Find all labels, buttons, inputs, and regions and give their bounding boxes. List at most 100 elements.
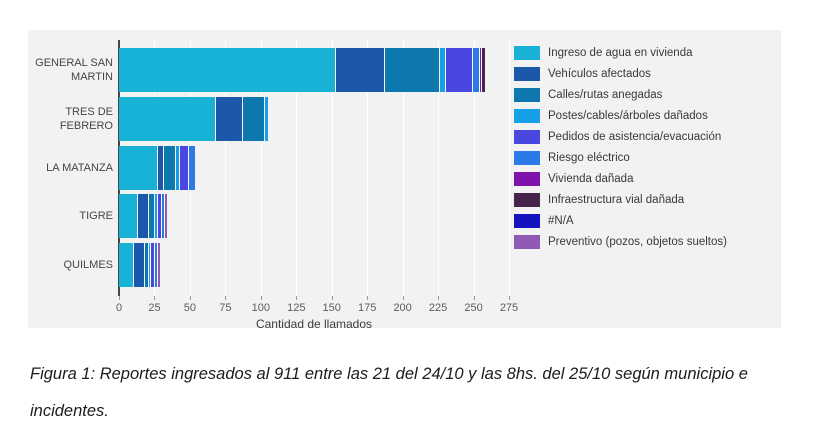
legend-label: Vehículos afectados (548, 67, 651, 80)
gridline (331, 40, 333, 296)
bar-segment[interactable] (164, 194, 168, 239)
legend-swatch-icon (514, 192, 540, 207)
stacked-bar (119, 145, 195, 190)
bar-segment[interactable] (335, 48, 385, 92)
gridline (402, 40, 404, 296)
bar-segment[interactable] (384, 48, 440, 92)
bar-segment[interactable] (145, 243, 149, 287)
legend-item: Infraestructura vial dañada (514, 189, 727, 210)
legend-swatch-icon (514, 108, 540, 123)
tick-mark (509, 296, 510, 300)
tick-label: 25 (148, 302, 161, 314)
legend-label: Preventivo (pozos, objetos sueltos) (548, 235, 727, 248)
stacked-bar (119, 194, 168, 239)
gridline (438, 40, 440, 296)
legend-swatch-icon (514, 66, 540, 81)
category-label: TIGRE (79, 210, 113, 223)
bar-segment[interactable] (242, 96, 266, 141)
stacked-bar (119, 48, 485, 92)
bar-segment[interactable] (158, 194, 163, 239)
bar-row: LA MATANZA (28, 145, 781, 190)
bar-segment[interactable] (148, 243, 152, 287)
bar-segment[interactable] (157, 243, 161, 287)
bar-segment[interactable] (163, 145, 176, 190)
bar-segment[interactable] (446, 48, 473, 92)
bar-row: GENERAL SAN MARTIN (28, 48, 781, 92)
legend-label: #N/A (548, 214, 574, 227)
x-axis-title: Cantidad de llamados (255, 317, 373, 331)
stacked-bar (119, 243, 161, 287)
tick-label: 125 (287, 302, 306, 314)
tick-mark (367, 296, 369, 300)
legend-item: Pedidos de asistencia/evacuación (514, 126, 727, 147)
legend-label: Calles/rutas anegadas (548, 88, 663, 101)
bar-segment[interactable] (119, 96, 217, 141)
tick-label: 150 (322, 302, 341, 314)
legend-label: Vivienda dañada (548, 172, 634, 185)
bar-segment[interactable] (216, 96, 243, 141)
legend-item: Preventivo (pozos, objetos sueltos) (514, 231, 727, 252)
tick-label: 50 (183, 302, 197, 314)
bar-segment[interactable] (155, 243, 158, 287)
category-label: LA MATANZA (46, 161, 113, 174)
bar-segment[interactable] (472, 48, 480, 92)
legend-label: Riesgo eléctrico (548, 151, 630, 164)
category-label: TRES DE FEBRERO (59, 105, 113, 132)
bar-segment[interactable] (439, 48, 447, 92)
legend-item: #N/A (514, 210, 727, 231)
bar-segment[interactable] (479, 48, 482, 92)
tick-label: 75 (219, 302, 232, 314)
legend-swatch-icon (514, 234, 540, 249)
tick-label: 250 (464, 302, 483, 314)
tick-mark (331, 296, 333, 300)
stacked-bar (119, 96, 269, 141)
bar-segment[interactable] (175, 145, 180, 190)
bar-segment[interactable] (134, 243, 146, 287)
legend-label: Ingreso de agua en vivienda (548, 46, 693, 59)
gridline (473, 40, 475, 296)
legend-item: Ingreso de agua en vivienda (514, 42, 727, 63)
legend-swatch-icon (514, 171, 540, 186)
legend-item: Postes/cables/árboles dañados (514, 105, 727, 126)
tick-label: 175 (357, 302, 377, 314)
bar-segment[interactable] (138, 194, 150, 239)
bar-segment[interactable] (189, 145, 195, 190)
chart-panel: GENERAL SAN MARTIN TRES DE FEBRERO LA MATA… (28, 30, 781, 331)
bar-row: TRES DE FEBRERO (28, 96, 781, 141)
bar-segment[interactable] (119, 194, 139, 239)
legend-swatch-icon (514, 213, 540, 228)
gridline (509, 40, 510, 296)
bar-segment[interactable] (179, 145, 190, 190)
bar-segment[interactable] (154, 194, 159, 239)
tick-mark (473, 296, 475, 300)
legend-item: Vivienda dañada (514, 168, 727, 189)
legend-swatch-icon (514, 150, 540, 165)
category-label: GENERAL SAN MARTIN (35, 57, 113, 83)
legend-swatch-icon (514, 87, 540, 102)
bar-segment[interactable] (151, 243, 156, 287)
tick-label: 100 (251, 302, 270, 314)
bar-segment[interactable] (149, 194, 155, 239)
legend-item: Calles/rutas anegadas (514, 84, 727, 105)
figure-caption: Figura 1: Reportes ingresados al 911 ent… (30, 365, 748, 420)
legend-label: Infraestructura vial dañada (548, 193, 685, 206)
tick-mark (154, 296, 156, 300)
legend-item: Riesgo eléctrico (514, 147, 727, 168)
legend-swatch-icon (514, 45, 540, 60)
gridline (296, 40, 298, 296)
bar-segment[interactable] (119, 48, 336, 92)
tick-mark (296, 296, 298, 300)
bar-segment[interactable] (119, 243, 135, 287)
gridline (225, 40, 227, 296)
tick-mark (189, 296, 191, 300)
tick-mark (402, 296, 404, 300)
bar-segment[interactable] (162, 194, 165, 239)
bar-segment[interactable] (158, 145, 164, 190)
bar-segment[interactable] (119, 145, 159, 190)
tick-mark (260, 296, 262, 300)
gridline (367, 40, 369, 296)
bar-segment[interactable] (481, 48, 485, 92)
legend-label: Pedidos de asistencia/evacuación (548, 130, 722, 143)
bar-segment[interactable] (265, 96, 269, 141)
